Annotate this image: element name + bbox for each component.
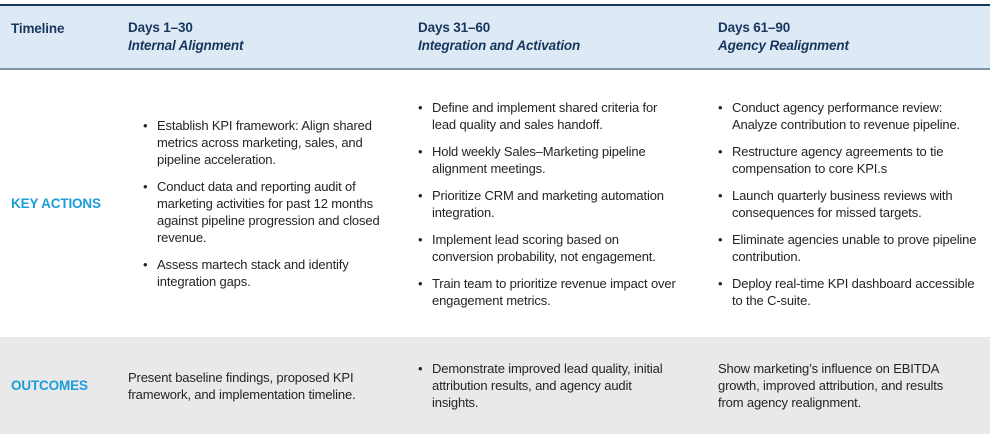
header-days-range: Days 31–60 xyxy=(418,20,491,35)
header-days-range: Days 1–30 xyxy=(128,20,193,35)
bullet-item: Define and implement shared criteria for… xyxy=(418,99,680,133)
header-phase-name: Internal Alignment xyxy=(128,38,244,53)
key-actions-phase1-cell: Establish KPI framework: Align shared me… xyxy=(128,117,418,290)
outcomes-phase3-text: Show marketing’s influence on EBITDA gro… xyxy=(718,361,944,410)
timeline-table: Timeline Days 1–30 Internal Alignment Da… xyxy=(0,4,990,434)
bullet-item: Eliminate agencies unable to prove pipel… xyxy=(718,231,978,265)
bullet-item: Conduct data and reporting audit of mark… xyxy=(143,178,385,246)
key-actions-phase1-list: Establish KPI framework: Align shared me… xyxy=(128,117,418,290)
header-cell-days-1-30: Days 1–30 Internal Alignment xyxy=(128,19,418,55)
outcomes-phase1-text: Present baseline findings, proposed KPI … xyxy=(128,369,356,402)
outcomes-phase1-cell: Present baseline findings, proposed KPI … xyxy=(128,369,418,403)
header-label-cell: Timeline xyxy=(0,6,128,68)
key-actions-phase2-list: Define and implement shared criteria for… xyxy=(418,99,718,309)
row-label-outcomes: OUTCOMES xyxy=(11,377,88,393)
bullet-item: Train team to prioritize revenue impact … xyxy=(418,275,680,309)
outcomes-phase3-cell: Show marketing’s influence on EBITDA gro… xyxy=(718,360,990,411)
bullet-item: Launch quarterly business reviews with c… xyxy=(718,187,978,221)
bullet-item: Assess martech stack and identify integr… xyxy=(143,256,385,290)
key-actions-row: KEY ACTIONS Establish KPI framework: Ali… xyxy=(0,70,990,337)
outcomes-phase2-list: Demonstrate improved lead quality, initi… xyxy=(418,360,718,411)
outcomes-row: OUTCOMES Present baseline findings, prop… xyxy=(0,337,990,434)
key-actions-phase3-cell: Conduct agency performance review: Analy… xyxy=(718,99,990,309)
outcomes-label-cell: OUTCOMES xyxy=(0,337,128,434)
row-label-timeline: Timeline xyxy=(11,21,65,36)
header-phase-name: Integration and Activation xyxy=(418,38,581,53)
bullet-item: Deploy real-time KPI dashboard accessibl… xyxy=(718,275,978,309)
bullet-item: Establish KPI framework: Align shared me… xyxy=(143,117,385,168)
bullet-item: Hold weekly Sales–Marketing pipeline ali… xyxy=(418,143,680,177)
key-actions-phase3-list: Conduct agency performance review: Analy… xyxy=(718,99,990,309)
header-days-range: Days 61–90 xyxy=(718,20,791,35)
bullet-item: Restructure agency agreements to tie com… xyxy=(718,143,978,177)
header-cell-days-31-60: Days 31–60 Integration and Activation xyxy=(418,19,718,55)
key-actions-phase2-cell: Define and implement shared criteria for… xyxy=(418,99,718,309)
row-label-key-actions: KEY ACTIONS xyxy=(11,195,101,211)
header-row: Timeline Days 1–30 Internal Alignment Da… xyxy=(0,4,990,70)
bullet-item: Conduct agency performance review: Analy… xyxy=(718,99,978,133)
bullet-item: Prioritize CRM and marketing automation … xyxy=(418,187,680,221)
header-phase-name: Agency Realignment xyxy=(718,38,849,53)
outcomes-phase2-cell: Demonstrate improved lead quality, initi… xyxy=(418,360,718,411)
bullet-item: Demonstrate improved lead quality, initi… xyxy=(418,360,680,411)
key-actions-label-cell: KEY ACTIONS xyxy=(0,70,128,337)
bullet-item: Implement lead scoring based on conversi… xyxy=(418,231,680,265)
header-cell-days-61-90: Days 61–90 Agency Realignment xyxy=(718,19,990,55)
